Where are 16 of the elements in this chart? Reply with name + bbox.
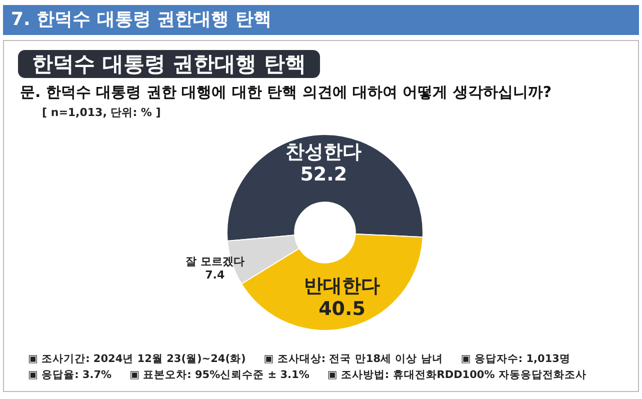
- slice-label: 반대한다: [304, 275, 380, 298]
- text: ▣ 표본오차: 95%신뢰수준 ± 3.1%: [130, 368, 310, 382]
- data-label: 7.4: [205, 268, 225, 282]
- chart-subtitle: 한덕수 대통령 권한대행 탄핵: [18, 50, 320, 78]
- text: ▣ 조사대상: 전국 만18세 이상 남녀: [264, 352, 443, 366]
- text: 문. 한덕수 대통령 권한 대행에 대한 탄핵 의견에 대하여 어떻게 생각하십니까?: [20, 83, 552, 102]
- text: ▣ 응답율: 3.7%: [28, 368, 112, 382]
- text: ▣ 조사방법: 휴대전화RDD100% 자동응답전화조사: [327, 368, 586, 382]
- slice-label: 찬성한다: [286, 140, 362, 163]
- slice-label: 잘 모르겠다: [185, 255, 244, 268]
- chart-title: 7. 한덕수 대통령 권한대행 탄핵: [3, 5, 639, 35]
- text: ▣ 조사기간: 2024년 12월 23(월)~24(화): [28, 352, 246, 366]
- data-label: 52.2: [300, 164, 348, 186]
- text: ▣ 응답자수: 1,013명: [460, 352, 570, 366]
- data-label: 40.5: [318, 298, 366, 320]
- text: [ n=1,013, 단위: % ]: [42, 105, 161, 120]
